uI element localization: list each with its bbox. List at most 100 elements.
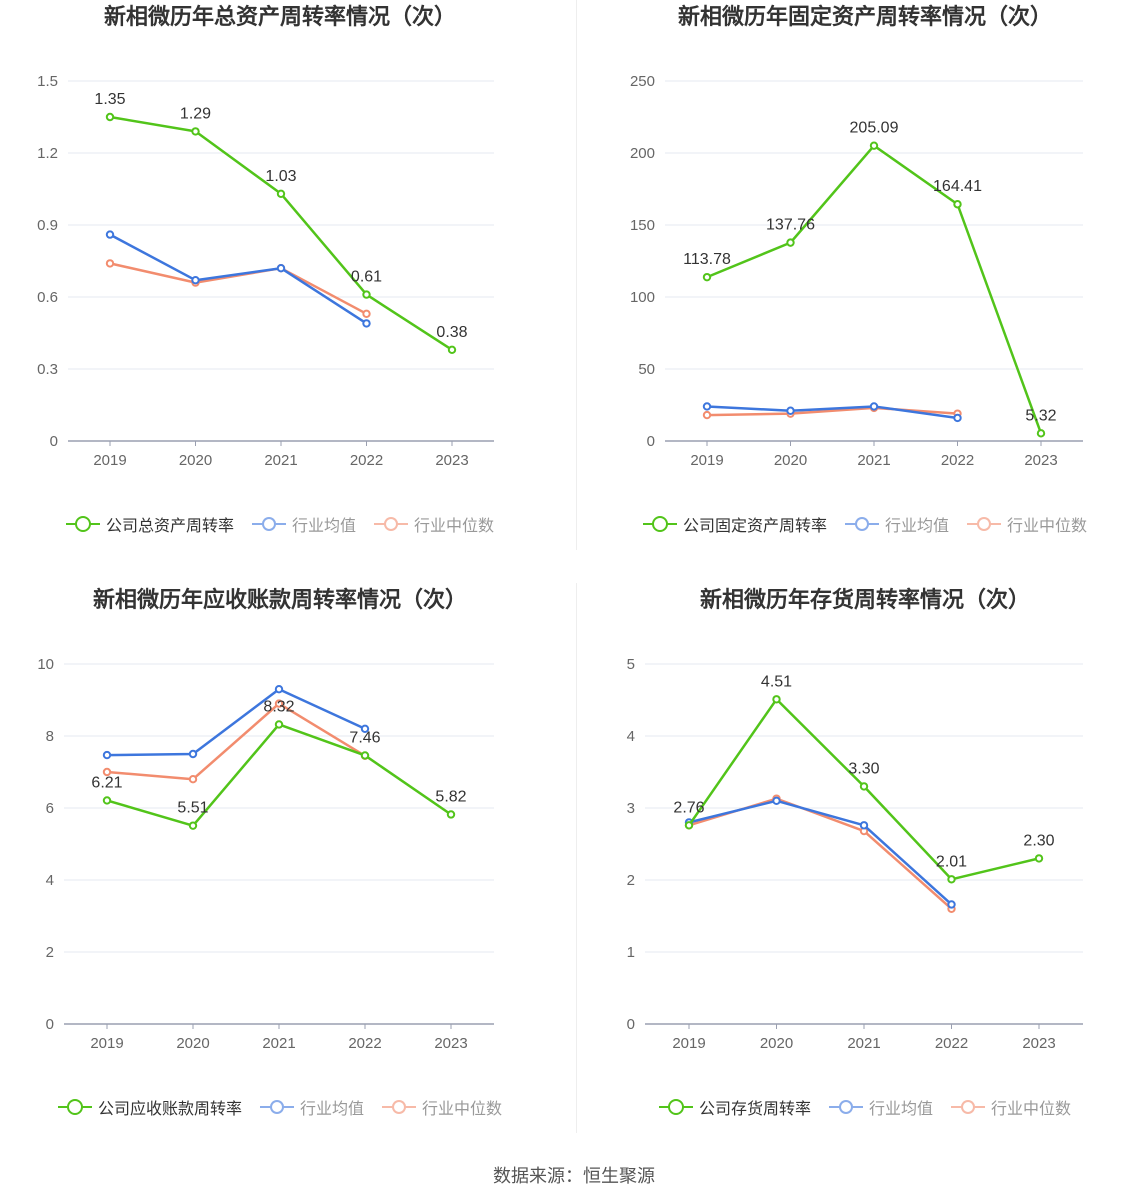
legend-label: 行业均值 [291,518,356,535]
legend-item-avg[interactable]: 行业均值 [844,512,949,536]
data-point-company [1034,854,1044,863]
data-point-avg [772,796,781,806]
data-point-company [953,200,962,209]
legend-item-median[interactable]: 行业中位数 [374,512,494,536]
legend-line-circle-icon [642,516,677,532]
data-point-company [188,821,198,830]
legend-item-median[interactable]: 行业中位数 [382,1095,502,1119]
data-point-median [274,699,284,708]
panel-divider [576,0,577,550]
data-label: 2.01 [936,853,967,870]
y-tick-label: 10 [37,656,54,673]
inventory-turnover-chart: 新相微历年存货周转率情况（次） 0 1 2 3 4 5 2019 2020 2021 2022 20… [585,583,1145,1143]
x-tick-label: 2019 [672,1035,705,1052]
data-point-company [702,272,712,282]
y-tick-label: 0 [627,1016,635,1033]
data-point-company [947,875,956,884]
data-point-company [105,112,115,122]
legend-item-median[interactable]: 行业中位数 [951,1095,1071,1119]
legend-item-median[interactable]: 行业中位数 [967,512,1087,536]
legend-item-company[interactable]: 公司应收账款周转率 [57,1095,242,1119]
x-tick-label: 2020 [179,452,212,469]
data-label: 5.32 [1025,407,1056,424]
series-line-median [706,406,958,417]
series-line-median [106,702,366,781]
data-label: 0.38 [436,324,467,341]
legend-label: 行业中位数 [1007,518,1088,535]
data-label: 6.21 [91,774,122,791]
data-point-avg [188,749,198,759]
legend-label: 行业均值 [299,1101,364,1118]
total-asset-turnover-plot: 0 0.3 0.6 0.9 1.2 1.5 2019 2020 2021 2022 2023 1.35… [37,73,494,469]
y-tick-label: 250 [630,73,655,90]
data-point-company [684,821,694,830]
x-tick-label: 2023 [1022,1035,1055,1052]
legend-label: 公司应收账款周转率 [97,1101,242,1118]
data-label: 137.76 [766,217,815,234]
legend-item-company[interactable]: 公司固定资产周转率 [642,512,827,536]
data-point-avg [869,402,879,411]
y-tick-label: 0.9 [37,217,58,234]
fixed-asset-turnover-chart: 新相微历年固定资产周转率情况（次） 0 50 100 150 200 250 2019 202… [585,0,1145,560]
legend-label: 公司总资产周转率 [105,518,234,535]
data-point-avg [276,264,286,273]
data-label: 5.51 [177,800,208,817]
chart-legend: 公司存货周转率 行业均值 行业中位数 [585,1095,1145,1119]
legend-label: 行业均值 [884,518,949,535]
inventory-turnover-plot: 0 1 2 3 4 5 2019 2020 2021 2022 2023 2.76 4.51 3.30 2.… [627,656,1083,1052]
chart-title: 新相微历年应收账款周转率情况（次） [92,587,467,612]
data-point-company [859,782,869,791]
legend-label: 行业中位数 [991,1101,1072,1118]
data-label: 3.30 [848,760,879,777]
chart-legend: 公司应收账款周转率 行业均值 行业中位数 [0,1095,560,1119]
legend-line-circle-icon [828,1099,863,1115]
legend-item-avg[interactable]: 行业均值 [259,1095,364,1119]
legend-line-circle-icon [259,1099,294,1115]
data-label: 164.41 [933,178,982,195]
receivables-turnover-plot: 0 2 4 6 8 10 2019 2020 2021 2022 2023 6.21 5.51 8.32 7… [37,656,494,1052]
data-point-company [274,720,284,729]
y-tick-label: 1.2 [37,145,58,162]
data-point-avg [362,319,371,328]
data-source-note: 数据来源：恒生聚源 [493,1166,655,1186]
x-tick-label: 2019 [690,452,723,469]
series-line-company [706,144,1043,434]
series-line-avg [688,799,953,906]
legend-item-company[interactable]: 公司总资产周转率 [65,512,234,536]
data-label: 2.76 [673,799,704,816]
y-tick-label: 100 [630,289,655,306]
data-point-avg [191,276,200,285]
y-tick-label: 0.3 [37,361,58,378]
legend-item-avg[interactable]: 行业均值 [828,1095,933,1119]
data-label: 205.09 [850,120,899,137]
data-label: 4.51 [761,673,792,690]
receivables-turnover-chart: 新相微历年应收账款周转率情况（次） 0 2 4 6 8 10 2019 2020 2021 202… [0,583,560,1143]
y-tick-label: 0.6 [37,289,58,306]
data-point-company [1036,429,1046,438]
y-tick-label: 2 [46,944,54,961]
data-point-avg [274,685,284,694]
series-line-avg [706,405,958,420]
legend-line-circle-icon [57,1099,92,1115]
x-tick-label: 2020 [760,1035,793,1052]
data-label: 1.35 [94,91,125,108]
series-line-median [688,797,953,910]
x-tick-label: 2020 [176,1035,209,1052]
data-point-company [446,810,456,819]
legend-item-avg[interactable]: 行业均值 [251,512,356,536]
y-tick-label: 5 [627,656,635,673]
legend-label: 公司固定资产周转率 [682,518,827,535]
y-tick-label: 0 [647,433,655,450]
data-label: 1.03 [265,168,296,185]
data-label: 7.46 [349,729,380,746]
data-point-company [772,695,781,704]
y-tick-label: 1.5 [37,73,58,90]
y-tick-label: 2 [627,872,635,889]
y-tick-label: 8 [46,728,54,745]
legend-item-company[interactable]: 公司存货周转率 [658,1095,811,1119]
x-tick-label: 2023 [434,1035,467,1052]
x-tick-label: 2023 [1024,452,1057,469]
x-tick-label: 2022 [350,452,383,469]
x-tick-label: 2021 [264,452,297,469]
